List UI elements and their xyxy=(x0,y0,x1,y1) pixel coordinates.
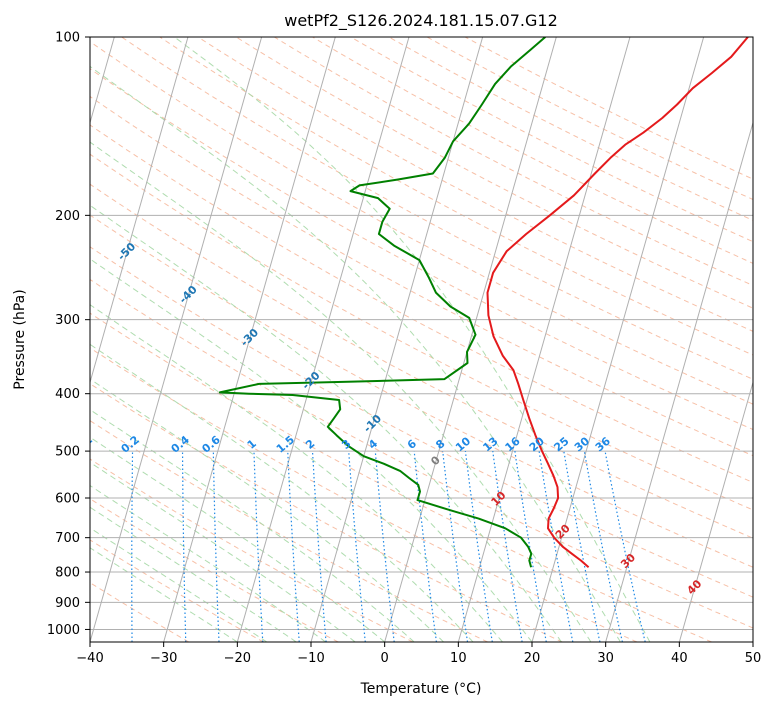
dry-adiabat xyxy=(90,420,488,642)
y-tick-label: 100 xyxy=(55,31,80,46)
x-tick-label: 0 xyxy=(381,651,389,666)
dry-adiabat xyxy=(90,347,638,642)
temperature-profile xyxy=(486,37,749,568)
moist-adiabat xyxy=(90,484,326,642)
x-tick-label: −40 xyxy=(76,651,103,666)
y-tick-label: 400 xyxy=(55,387,80,402)
mixing-ratio-line xyxy=(82,451,86,642)
mixing-ratio-line xyxy=(311,451,327,642)
x-tick-label: 40 xyxy=(671,651,688,666)
isotherm-line xyxy=(384,37,557,642)
dry-adiabat xyxy=(90,458,414,642)
moist-adiabat xyxy=(90,65,621,642)
mixing-ratio-line xyxy=(604,450,646,642)
isotherm-line xyxy=(90,37,189,385)
dry-adiabat xyxy=(90,246,753,598)
chart-title: wetPf2_S126.2024.181.15.07.G12 xyxy=(284,11,558,31)
mixing-ratio-line xyxy=(563,450,601,642)
dry-adiabat xyxy=(90,582,190,642)
y-axis-title: Pressure (hPa) xyxy=(12,289,28,389)
isotherm-line xyxy=(531,37,705,642)
dry-adiabat xyxy=(90,153,753,511)
moist-adiabat xyxy=(90,409,415,642)
mixing-ratio-line xyxy=(442,451,469,642)
plot-area xyxy=(90,37,753,642)
moist-adiabat xyxy=(90,141,592,642)
mixing-ratio-line xyxy=(583,450,623,642)
isotherm-line xyxy=(236,37,410,642)
moist-adiabat xyxy=(90,506,297,642)
mixing-ratio-label: 0.1 xyxy=(72,433,95,455)
x-tick-label: 50 xyxy=(745,651,762,666)
isotherm-line xyxy=(90,37,263,642)
moist-adiabat xyxy=(90,343,474,642)
isotherm-line xyxy=(752,640,753,642)
isotherm-line xyxy=(457,37,631,642)
y-tick-label: 700 xyxy=(55,531,80,546)
mixing-ratio-line xyxy=(348,451,366,642)
x-tick-label: 20 xyxy=(524,651,541,666)
mixing-ratio-line xyxy=(492,451,523,642)
moist-adiabat xyxy=(174,37,651,642)
moist-adiabat xyxy=(90,436,386,642)
y-tick-label: 300 xyxy=(55,313,80,328)
dry-adiabat xyxy=(90,312,712,642)
dry-adiabat xyxy=(90,278,753,629)
isotherm-label: -70 xyxy=(0,154,16,177)
y-tick-label: 600 xyxy=(55,492,80,507)
x-tick-label: −20 xyxy=(224,651,251,666)
x-axis-title: Temperature (°C) xyxy=(360,681,482,697)
x-tick-label: −10 xyxy=(297,651,324,666)
moist-adiabat xyxy=(90,304,503,642)
moist-adiabat xyxy=(90,204,562,642)
isotherm-line xyxy=(163,37,336,642)
dry-adiabat xyxy=(235,37,753,309)
dry-adiabat xyxy=(90,183,753,539)
dry-adiabat xyxy=(159,37,753,356)
y-tick-label: 500 xyxy=(55,445,80,460)
y-tick-label: 900 xyxy=(55,596,80,611)
x-tick-label: 30 xyxy=(597,651,614,666)
isotherm-line xyxy=(605,120,753,642)
isotherm-line xyxy=(310,37,484,642)
isotherm-line xyxy=(678,380,753,642)
dry-adiabat xyxy=(90,68,753,431)
dewpoint-profile xyxy=(218,37,546,568)
moist-adiabat xyxy=(90,258,533,642)
x-tick-label: 10 xyxy=(450,651,467,666)
moist-adiabat xyxy=(90,378,444,642)
mixing-ratio-line xyxy=(464,451,493,642)
plot-lines xyxy=(82,37,753,642)
y-tick-label: 1000 xyxy=(47,623,80,638)
x-tick-label: −30 xyxy=(150,651,177,666)
y-tick-label: 200 xyxy=(55,209,80,224)
dry-adiabat xyxy=(90,539,264,642)
y-tick-label: 800 xyxy=(55,566,80,581)
plot-frame xyxy=(89,36,754,643)
axes: −40 −30 −20 −10 0 10 20 30 40 50 1000 900 800 700 600 5… xyxy=(47,31,761,667)
plot-background xyxy=(90,37,753,642)
mixing-ratio-line xyxy=(374,451,395,642)
dry-adiabat xyxy=(90,124,753,483)
dry-adiabat xyxy=(121,37,753,380)
